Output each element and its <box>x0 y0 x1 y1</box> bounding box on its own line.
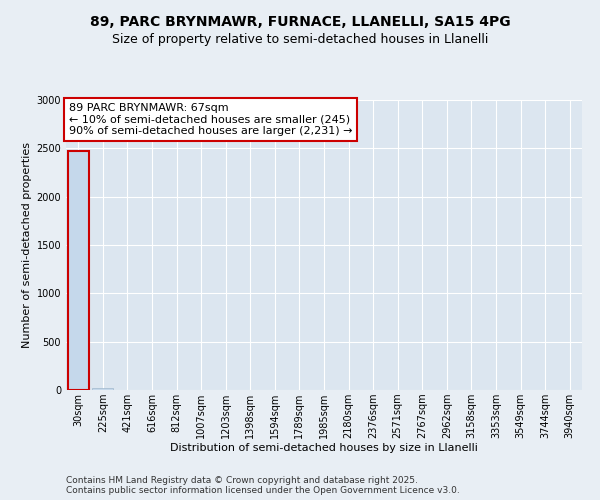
Text: Contains HM Land Registry data © Crown copyright and database right 2025.
Contai: Contains HM Land Registry data © Crown c… <box>66 476 460 495</box>
Text: Size of property relative to semi-detached houses in Llanelli: Size of property relative to semi-detach… <box>112 32 488 46</box>
Y-axis label: Number of semi-detached properties: Number of semi-detached properties <box>22 142 32 348</box>
Text: 89, PARC BRYNMAWR, FURNACE, LLANELLI, SA15 4PG: 89, PARC BRYNMAWR, FURNACE, LLANELLI, SA… <box>89 15 511 29</box>
X-axis label: Distribution of semi-detached houses by size in Llanelli: Distribution of semi-detached houses by … <box>170 442 478 452</box>
Bar <box>92 388 113 390</box>
Text: 89 PARC BRYNMAWR: 67sqm
← 10% of semi-detached houses are smaller (245)
90% of s: 89 PARC BRYNMAWR: 67sqm ← 10% of semi-de… <box>68 103 352 136</box>
Bar <box>68 150 89 390</box>
